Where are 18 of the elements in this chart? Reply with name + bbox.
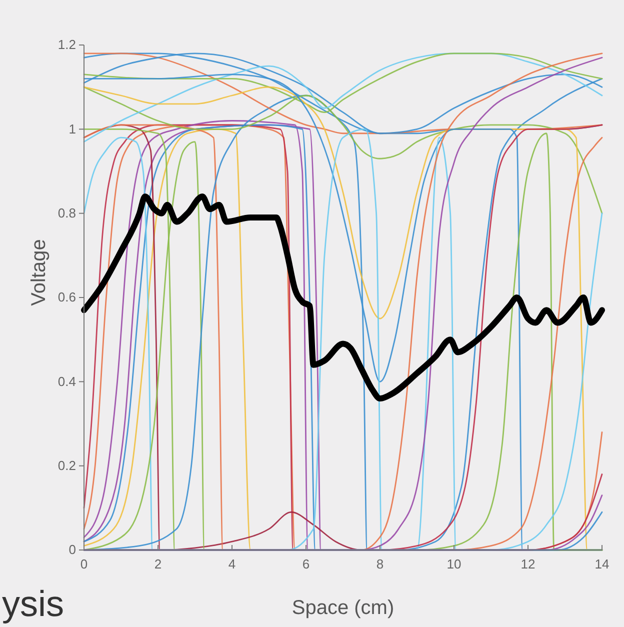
x-tick-label: 12 [520,556,536,572]
x-tick-label: 2 [154,556,162,572]
x-tick-label: 6 [302,556,310,572]
y-tick-label: 1.2 [58,37,76,52]
x-tick-label: 0 [80,556,88,572]
y-tick-label: 0.8 [58,205,76,220]
x-tick-label: 4 [228,556,236,572]
y-tick-label: 0.4 [58,374,76,389]
x-tick-label: 8 [376,556,384,572]
x-tick-label: 14 [594,556,610,572]
text: ysis [2,583,64,624]
y-tick-label: 0.2 [58,458,76,473]
y-axis-title: Voltage [28,239,50,306]
x-tick-label: 10 [446,556,462,572]
x-axis-title: Space (cm) [292,597,394,619]
y-tick-label: 1 [68,121,76,136]
y-tick-label: 0 [68,542,76,558]
y-tick-label: 0.6 [58,290,76,305]
